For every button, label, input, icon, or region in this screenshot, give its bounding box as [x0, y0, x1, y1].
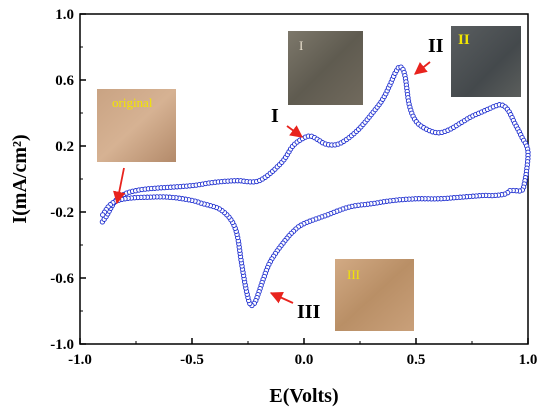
data-point	[100, 212, 106, 218]
inset-original: original	[97, 89, 176, 162]
x-axis-label: E(Volts)	[269, 385, 338, 407]
y-tick-label: 1.0	[55, 7, 74, 23]
label-peak-two: II	[428, 35, 444, 57]
arrow-peak-one	[286, 125, 304, 138]
inset-one-photo	[288, 31, 363, 105]
arrow-peak-three	[269, 291, 294, 304]
series-layer	[99, 64, 531, 309]
x-tick-label: 0.5	[407, 352, 426, 368]
y-tick-label: -1.0	[50, 337, 74, 353]
y-tick-label: 0.2	[55, 139, 74, 155]
label-peak-one: I	[271, 105, 279, 127]
inset-two-label: II	[458, 32, 470, 48]
y-tick-label: -0.6	[50, 271, 74, 287]
x-tick-label: 1.0	[519, 352, 538, 368]
inset-three-photo	[335, 259, 414, 331]
x-tick-label: 0.0	[295, 352, 314, 368]
x-axis-ticks: -1.0 -0.5 0.0 0.5 1.0	[68, 338, 537, 368]
y-axis-ticks: 1.0 0.6 0.2 -0.2 -0.6 -1.0	[50, 7, 86, 353]
inset-two: II	[451, 26, 521, 97]
arrow-peak-two	[414, 61, 431, 75]
inset-one: I	[288, 31, 363, 105]
inset-one-label: I	[299, 38, 303, 53]
label-peak-three: III	[297, 301, 321, 323]
inset-three-label: III	[347, 267, 360, 282]
inset-three: III	[335, 259, 414, 331]
y-tick-label: -0.2	[50, 205, 74, 221]
inset-two-photo	[451, 26, 521, 97]
arrow-original	[113, 167, 126, 205]
x-tick-label: -0.5	[180, 352, 204, 368]
inset-original-label: original	[112, 95, 153, 110]
x-tick-label: -1.0	[68, 352, 92, 368]
y-axis-label: I(mA/cm²)	[9, 134, 31, 223]
y-tick-label: 0.6	[55, 73, 74, 89]
inset-original-photo	[97, 89, 176, 162]
